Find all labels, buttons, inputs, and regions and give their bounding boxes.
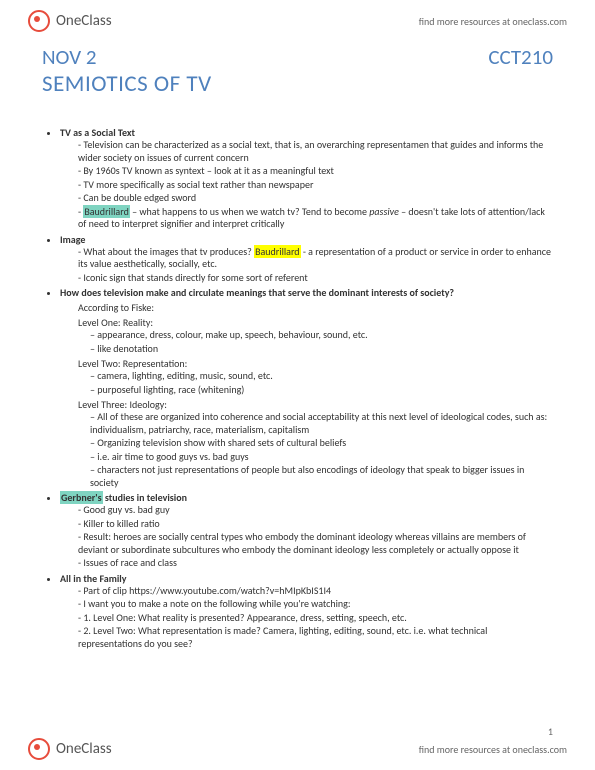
bullet: Killer to killed ratio <box>78 518 553 531</box>
brand-name: OneClass <box>56 740 112 758</box>
highlight-term: Baudrillard <box>83 205 130 218</box>
bullet: Result: heroes are socially central type… <box>78 531 553 556</box>
course-code: CCT210 <box>488 44 553 70</box>
section-heading: All in the Family <box>60 572 126 585</box>
bullet: What about the images that tv produces? … <box>78 246 553 271</box>
bullet: Part of clip https://www.youtube.com/wat… <box>78 585 553 598</box>
content-list: TV as a Social Text Television can be ch… <box>42 126 553 650</box>
bullet: Can be double edged sword <box>78 192 553 205</box>
logo-icon <box>28 10 50 32</box>
lecture-date: NOV 2 <box>42 44 553 70</box>
footer-tagline: find more resources at oneclass.com <box>419 743 567 756</box>
document-body: CCT210 NOV 2 SEMIOTICS OF TV TV as a Soc… <box>0 38 595 662</box>
bullet: Organizing television show with shared s… <box>90 437 553 450</box>
page-title: SEMIOTICS OF TV <box>42 70 553 98</box>
bullet: 1. Level One: What reality is presented?… <box>78 612 553 625</box>
bullet: camera, lighting, editing, music, sound,… <box>90 370 553 383</box>
bullet: Television can be characterized as a soc… <box>78 139 553 164</box>
bullet: Baudrillard – what happens to us when we… <box>78 206 553 231</box>
page-header: OneClass find more resources at oneclass… <box>0 0 595 38</box>
bullet: By 1960s TV known as syntext – look at i… <box>78 165 553 178</box>
intro-text: According to Fiske: <box>78 301 553 314</box>
page-footer: OneClass find more resources at oneclass… <box>0 732 595 770</box>
bullet: Issues of race and class <box>78 557 553 570</box>
bullet: characters not just representations of p… <box>90 464 553 489</box>
brand-name: OneClass <box>56 12 112 30</box>
bullet: like denotation <box>90 343 553 356</box>
section-heading: How does television make and circulate m… <box>60 286 454 299</box>
header-tagline: find more resources at oneclass.com <box>419 15 567 28</box>
bullet: appearance, dress, colour, make up, spee… <box>90 329 553 342</box>
bullet: Iconic sign that stands directly for som… <box>78 272 553 285</box>
section-heading: Image <box>60 233 85 246</box>
bullet: i.e. air time to good guys vs. bad guys <box>90 451 553 464</box>
bullet: Good guy vs. bad guy <box>78 504 553 517</box>
logo-icon <box>28 738 50 760</box>
bullet: TV more specifically as social text rath… <box>78 179 553 192</box>
bullet: purposeful lighting, race (whitening) <box>90 384 553 397</box>
bullet: All of these are organized into coherenc… <box>90 411 553 436</box>
brand-logo: OneClass <box>28 738 112 760</box>
bullet: I want you to make a note on the followi… <box>78 598 553 611</box>
highlight-term: Baudrillard <box>254 245 301 258</box>
bullet: 2. Level Two: What representation is mad… <box>78 625 553 650</box>
brand-logo: OneClass <box>28 10 112 32</box>
